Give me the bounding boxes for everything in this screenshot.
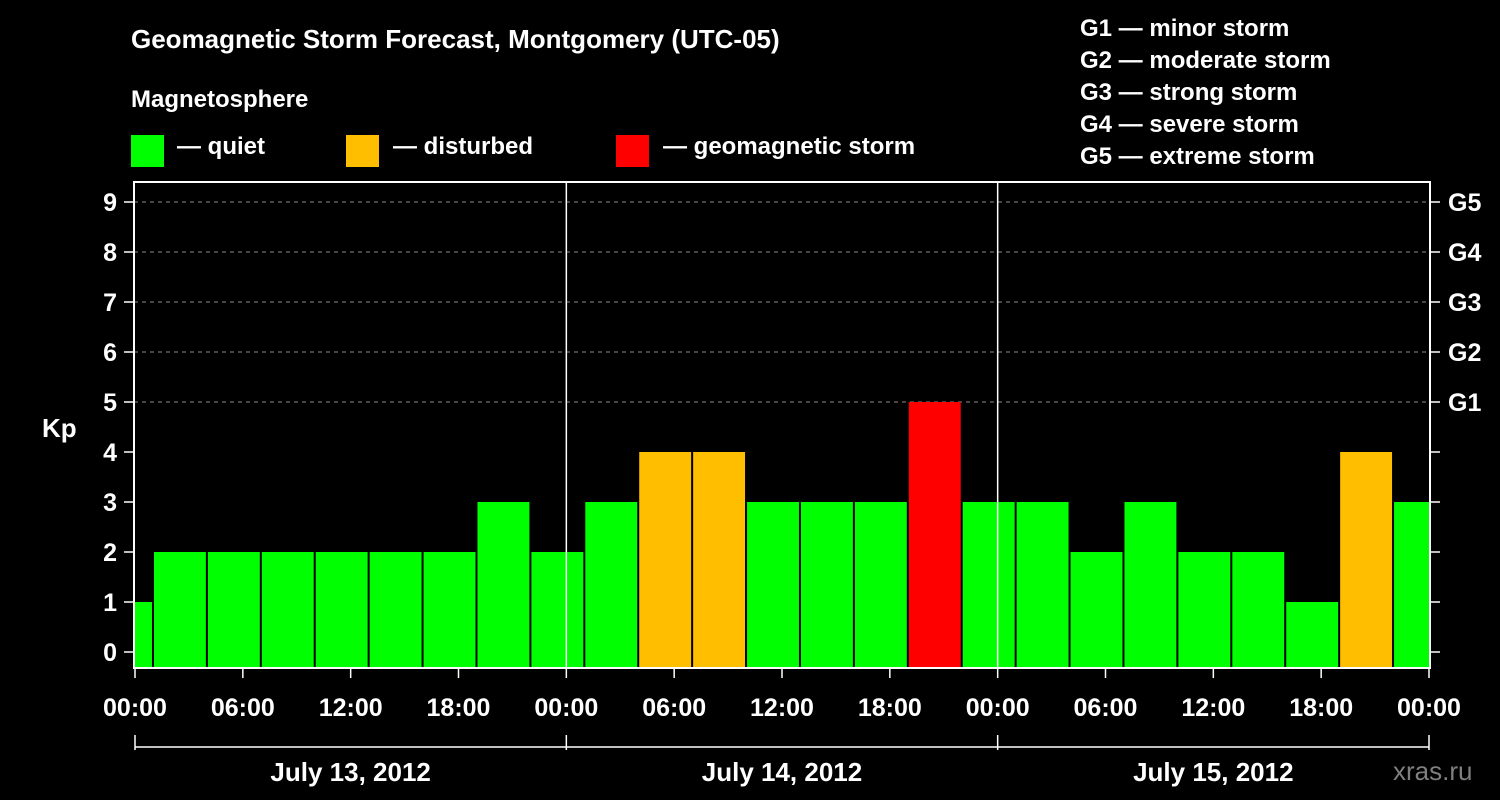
- y-tick-label-5: 5: [103, 389, 117, 417]
- legend-title: Magnetosphere: [131, 86, 309, 113]
- kp-bar-4: [315, 552, 368, 668]
- kp-bar-13: [800, 502, 853, 668]
- y-tick-label-0: 0: [103, 639, 117, 667]
- legend-label-storm: — geomagnetic storm: [663, 133, 916, 160]
- legend-label-quiet: — quiet: [177, 133, 265, 160]
- day-label-1: July 14, 2012: [702, 757, 862, 787]
- x-tick-label-10: 12:00: [1181, 694, 1245, 722]
- x-tick-label-5: 06:00: [642, 694, 706, 722]
- kp-bar-8: [531, 552, 584, 668]
- x-tick-label-2: 12:00: [319, 694, 383, 722]
- right-tick-label-g3: G3: [1448, 289, 1481, 317]
- legend-swatch-quiet: [131, 135, 164, 167]
- right-tick-label-g5: G5: [1448, 189, 1481, 217]
- x-tick-label-11: 18:00: [1289, 694, 1353, 722]
- kp-bar-10: [639, 452, 692, 668]
- g-scale-g2: G2 — moderate storm: [1080, 47, 1331, 74]
- kp-bar-19: [1124, 502, 1177, 668]
- right-tick-label-g1: G1: [1448, 389, 1481, 417]
- y-tick-label-7: 7: [103, 289, 117, 317]
- kp-bar-7: [477, 502, 530, 668]
- g-scale-g1: G1 — minor storm: [1080, 15, 1290, 42]
- y-tick-label-3: 3: [103, 489, 117, 517]
- watermark: xras.ru: [1393, 756, 1473, 786]
- kp-bar-1: [153, 552, 206, 668]
- kp-bar-18: [1070, 552, 1123, 668]
- kp-bar-16: [962, 502, 1015, 668]
- kp-bar-0: [135, 602, 152, 668]
- y-tick-label-4: 4: [103, 439, 117, 467]
- kp-bar-3: [261, 552, 314, 668]
- x-tick-label-0: 00:00: [103, 694, 167, 722]
- y-tick-label-6: 6: [103, 339, 117, 367]
- x-tick-label-4: 00:00: [534, 694, 598, 722]
- x-tick-label-7: 18:00: [858, 694, 922, 722]
- day-label-0: July 13, 2012: [270, 757, 430, 787]
- kp-bar-12: [747, 502, 799, 668]
- legend-swatch-disturbed: [346, 135, 379, 167]
- kp-bar-9: [585, 502, 638, 668]
- x-tick-label-6: 12:00: [750, 694, 814, 722]
- kp-bar-5: [369, 552, 422, 668]
- kp-bar-2: [207, 552, 260, 668]
- g-scale-g4: G4 — severe storm: [1080, 111, 1299, 138]
- chart-title: Geomagnetic Storm Forecast, Montgomery (…: [131, 24, 780, 54]
- y-tick-label-9: 9: [103, 189, 117, 217]
- y-axis-label: Kp: [42, 413, 77, 443]
- g-scale-g3: G3 — strong storm: [1080, 79, 1298, 106]
- kp-bar-6: [423, 552, 476, 668]
- right-tick-label-g2: G2: [1448, 339, 1481, 367]
- y-tick-label-2: 2: [103, 539, 117, 567]
- x-tick-label-8: 00:00: [966, 694, 1030, 722]
- kp-bar-15: [908, 402, 961, 668]
- g-scale-g5: G5 — extreme storm: [1080, 143, 1315, 170]
- kp-bar-11: [693, 452, 746, 668]
- x-tick-label-1: 06:00: [211, 694, 275, 722]
- kp-bar-22: [1286, 602, 1339, 668]
- x-tick-label-3: 18:00: [427, 694, 491, 722]
- kp-bar-24: [1394, 502, 1429, 668]
- day-label-2: July 15, 2012: [1133, 757, 1293, 787]
- kp-bar-23: [1340, 452, 1393, 668]
- kp-bar-20: [1178, 552, 1231, 668]
- y-tick-label-8: 8: [103, 239, 117, 267]
- kp-bar-21: [1232, 552, 1285, 668]
- right-tick-label-g4: G4: [1448, 239, 1481, 267]
- kp-bar-17: [1016, 502, 1069, 668]
- x-tick-label-9: 06:00: [1074, 694, 1138, 722]
- kp-bar-14: [854, 502, 907, 668]
- y-tick-label-1: 1: [103, 589, 117, 617]
- legend-swatch-storm: [616, 135, 649, 167]
- legend-label-disturbed: — disturbed: [393, 133, 534, 160]
- x-tick-label-12: 00:00: [1397, 694, 1461, 722]
